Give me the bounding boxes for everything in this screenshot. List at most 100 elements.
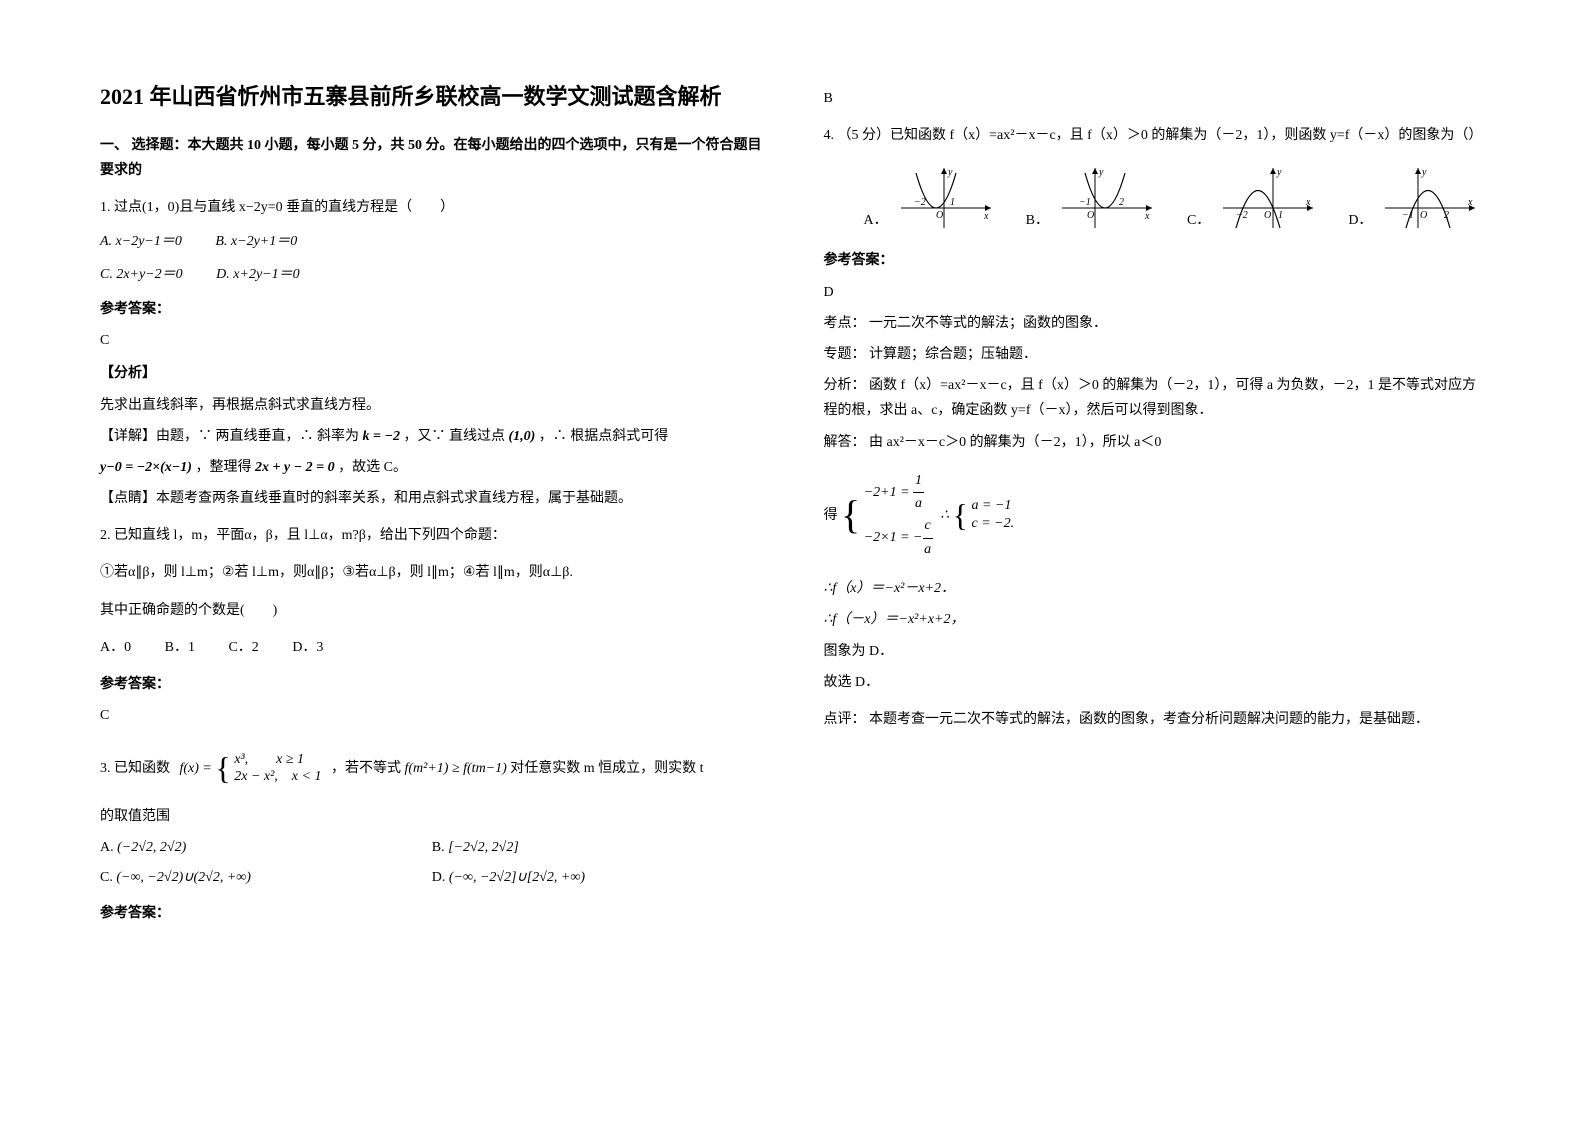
answer-label: 参考答案：	[824, 248, 1488, 273]
text: ，又∵ 直线过点	[403, 429, 505, 444]
text: 【详解】由题，∵ 两直线垂直，∴ 斜率为	[100, 429, 359, 444]
q1-stem: 1. 过点(1，0)且与直线 x−2y=0 垂直的直线方程是（ ）	[100, 195, 764, 220]
value: (−∞, −2√2)∪(2√2, +∞)	[116, 870, 251, 885]
q4-topic: 专题： 计算题；综合题；压轴题．	[824, 342, 1488, 367]
question-4: 4. （5 分）已知函数 f（x）=ax²－x－c，且 f（x）＞0 的解集为（…	[824, 123, 1488, 732]
svg-text:y: y	[947, 167, 953, 178]
q3-option-c: C. (−∞, −2√2)∪(2√2, +∞)	[100, 865, 432, 890]
text: ，若不等式	[331, 761, 401, 776]
svg-text:y: y	[1098, 167, 1104, 178]
svg-text:−1: −1	[1402, 210, 1414, 221]
q1-option-d: D. x+2y−1＝0	[216, 262, 299, 287]
label: 专题：	[824, 347, 866, 362]
section-header: 一、 选择题：本大题共 10 小题，每小题 5 分，共 50 分。在每小题给出的…	[100, 133, 764, 183]
label: 分析：	[824, 378, 866, 393]
q2-stem: 2. 已知直线 l，m，平面α，β，且 l⊥α，m?β，给出下列四个命题：	[100, 523, 764, 548]
q1-answer: C	[100, 328, 764, 353]
text: 对任意实数 m 恒成立，则实数 t	[510, 761, 703, 776]
q1-tip: 【点睛】本题考查两条直线垂直时的斜率关系，和用点斜式求直线方程，属于基础题。	[100, 486, 764, 511]
q4-solve-5: 图象为 D．	[824, 639, 1488, 664]
q4-answer: D	[824, 280, 1488, 305]
q1-detail-1: 【详解】由题，∵ 两直线垂直，∴ 斜率为 k = −2 ，又∵ 直线过点 (1,…	[100, 424, 764, 449]
q4-system: 得 { −2+1 = 1a −2×1 = −ca ∴ { a = −1 c = …	[824, 470, 1488, 562]
math-k: k = −2	[363, 429, 400, 444]
q3-option-b: B. [−2√2, 2√2]	[432, 835, 764, 860]
q4-graph-c: C． −2 1 O y x	[1187, 163, 1318, 233]
svg-text:x: x	[1144, 211, 1150, 222]
q4-solve-1: 解答： 由 ax²－x－c＞0 的解集为（－2，1），所以 a＜0	[824, 430, 1488, 455]
q2-option-c: C．2	[228, 635, 258, 660]
value: (−∞, −2√2]∪[2√2, +∞)	[449, 870, 585, 885]
label: D.	[432, 870, 446, 885]
svg-text:1: 1	[950, 197, 955, 208]
label: A．	[864, 208, 888, 233]
q1-options: A. x−2y−1＝0 B. x−2y+1＝0	[100, 229, 764, 254]
q2-option-b: B．1	[165, 635, 195, 660]
q4-solve-4: ∴f（－x）＝−x²+x+2，	[824, 607, 1488, 632]
svg-text:x: x	[1467, 197, 1473, 208]
q3-answer: B	[824, 86, 1488, 111]
parabola-down-d: −1 2 O y x	[1380, 163, 1480, 233]
question-1: 1. 过点(1，0)且与直线 x−2y=0 垂直的直线方程是（ ） A. x−2…	[100, 195, 764, 511]
svg-text:−1: −1	[1079, 197, 1091, 208]
parabola-down-c: −2 1 O y x	[1218, 163, 1318, 233]
svg-text:1: 1	[1278, 210, 1283, 221]
q4-comment: 点评： 本题考查一元二次不等式的解法，函数的图象，考查分析问题解决问题的能力，是…	[824, 707, 1488, 732]
text: 得	[824, 508, 838, 523]
q3-option-d: D. (−∞, −2√2]∪[2√2, +∞)	[432, 865, 764, 890]
value: 函数 f（x）=ax²－x－c，且 f（x）＞0 的解集为（－2，1），可得 a…	[824, 378, 1477, 418]
value: [−2√2, 2√2]	[448, 840, 519, 855]
q2-option-a: A．0	[100, 635, 131, 660]
label: B．	[1026, 208, 1049, 233]
q4-graph-d: D． −1 2 O y x	[1348, 163, 1480, 233]
answer-label: 参考答案：	[100, 901, 764, 926]
q4-kp: 考点： 一元二次不等式的解法；函数的图象．	[824, 311, 1488, 336]
parabola-up-b: −1 2 O y x	[1057, 163, 1157, 233]
svg-text:y: y	[1276, 167, 1282, 178]
svg-text:x: x	[983, 211, 989, 222]
q4-graph-b: B． −1 2 O y x	[1026, 163, 1157, 233]
text: ，整理得	[195, 460, 251, 475]
svg-text:O: O	[1264, 210, 1271, 221]
q3-stem-4: 的取值范围	[100, 804, 764, 829]
svg-text:x: x	[1305, 197, 1311, 208]
text: ，故选 C。	[338, 460, 407, 475]
q1-option-c: C. 2x+y−2＝0	[100, 262, 183, 287]
label: 考点：	[824, 316, 866, 331]
label: C.	[100, 870, 113, 885]
right-column: B 4. （5 分）已知函数 f（x）=ax²－x－c，且 f（x）＞0 的解集…	[824, 80, 1488, 938]
label: 点评：	[824, 712, 866, 727]
q1-detail-2: y−0 = −2×(x−1) ，整理得 2x + y − 2 = 0 ，故选 C…	[100, 455, 764, 480]
q4-solve-3: ∴f（x）＝−x²－x+2．	[824, 576, 1488, 601]
q3-option-row-2: C. (−∞, −2√2)∪(2√2, +∞) D. (−∞, −2√2]∪[2…	[100, 865, 764, 890]
text: 3. 已知函数	[100, 761, 170, 776]
analysis-label: 【分析】	[100, 361, 764, 386]
q1-option-a: A. x−2y−1＝0	[100, 229, 182, 254]
q1-options-2: C. 2x+y−2＝0 D. x+2y−1＝0	[100, 262, 764, 287]
svg-text:−2: −2	[1236, 210, 1248, 221]
q2-ask: 其中正确命题的个数是( )	[100, 598, 764, 623]
value: 本题考查一元二次不等式的解法，函数的图象，考查分析问题解决问题的能力，是基础题．	[869, 712, 1429, 727]
q2-answer: C	[100, 703, 764, 728]
piecewise-function: f(x) = { x³, x ≥ 1 2x − x², x < 1	[180, 740, 322, 798]
math-eq1: y−0 = −2×(x−1)	[100, 460, 192, 475]
q4-solve-6: 故选 D．	[824, 670, 1488, 695]
label: A.	[100, 840, 114, 855]
q2-props: ①若α∥β，则 l⊥m；②若 l⊥m，则α∥β；③若α⊥β，则 l∥m；④若 l…	[100, 560, 764, 585]
svg-text:2: 2	[1119, 197, 1124, 208]
value: (−2√2, 2√2)	[117, 840, 186, 855]
value: 一元二次不等式的解法；函数的图象．	[869, 316, 1107, 331]
label: C．	[1187, 208, 1210, 233]
q4-graph-a: A． −2 1 O y x	[864, 163, 996, 233]
math-ineq: f(m²+1) ≥ f(tm−1)	[404, 761, 506, 776]
parabola-up-a: −2 1 O y x	[896, 163, 996, 233]
text: ，∴ 根据点斜式可得	[539, 429, 669, 444]
value: 计算题；综合题；压轴题．	[869, 347, 1037, 362]
q4-stem: 4. （5 分）已知函数 f（x）=ax²－x－c，且 f（x）＞0 的解集为（…	[824, 123, 1488, 148]
q4-analysis: 分析： 函数 f（x）=ax²－x－c，且 f（x）＞0 的解集为（－2，1），…	[824, 373, 1488, 423]
svg-text:O: O	[1420, 210, 1427, 221]
label: B.	[432, 840, 445, 855]
answer-label: 参考答案：	[100, 672, 764, 697]
svg-text:−2: −2	[914, 197, 926, 208]
svg-text:2: 2	[1444, 210, 1449, 221]
